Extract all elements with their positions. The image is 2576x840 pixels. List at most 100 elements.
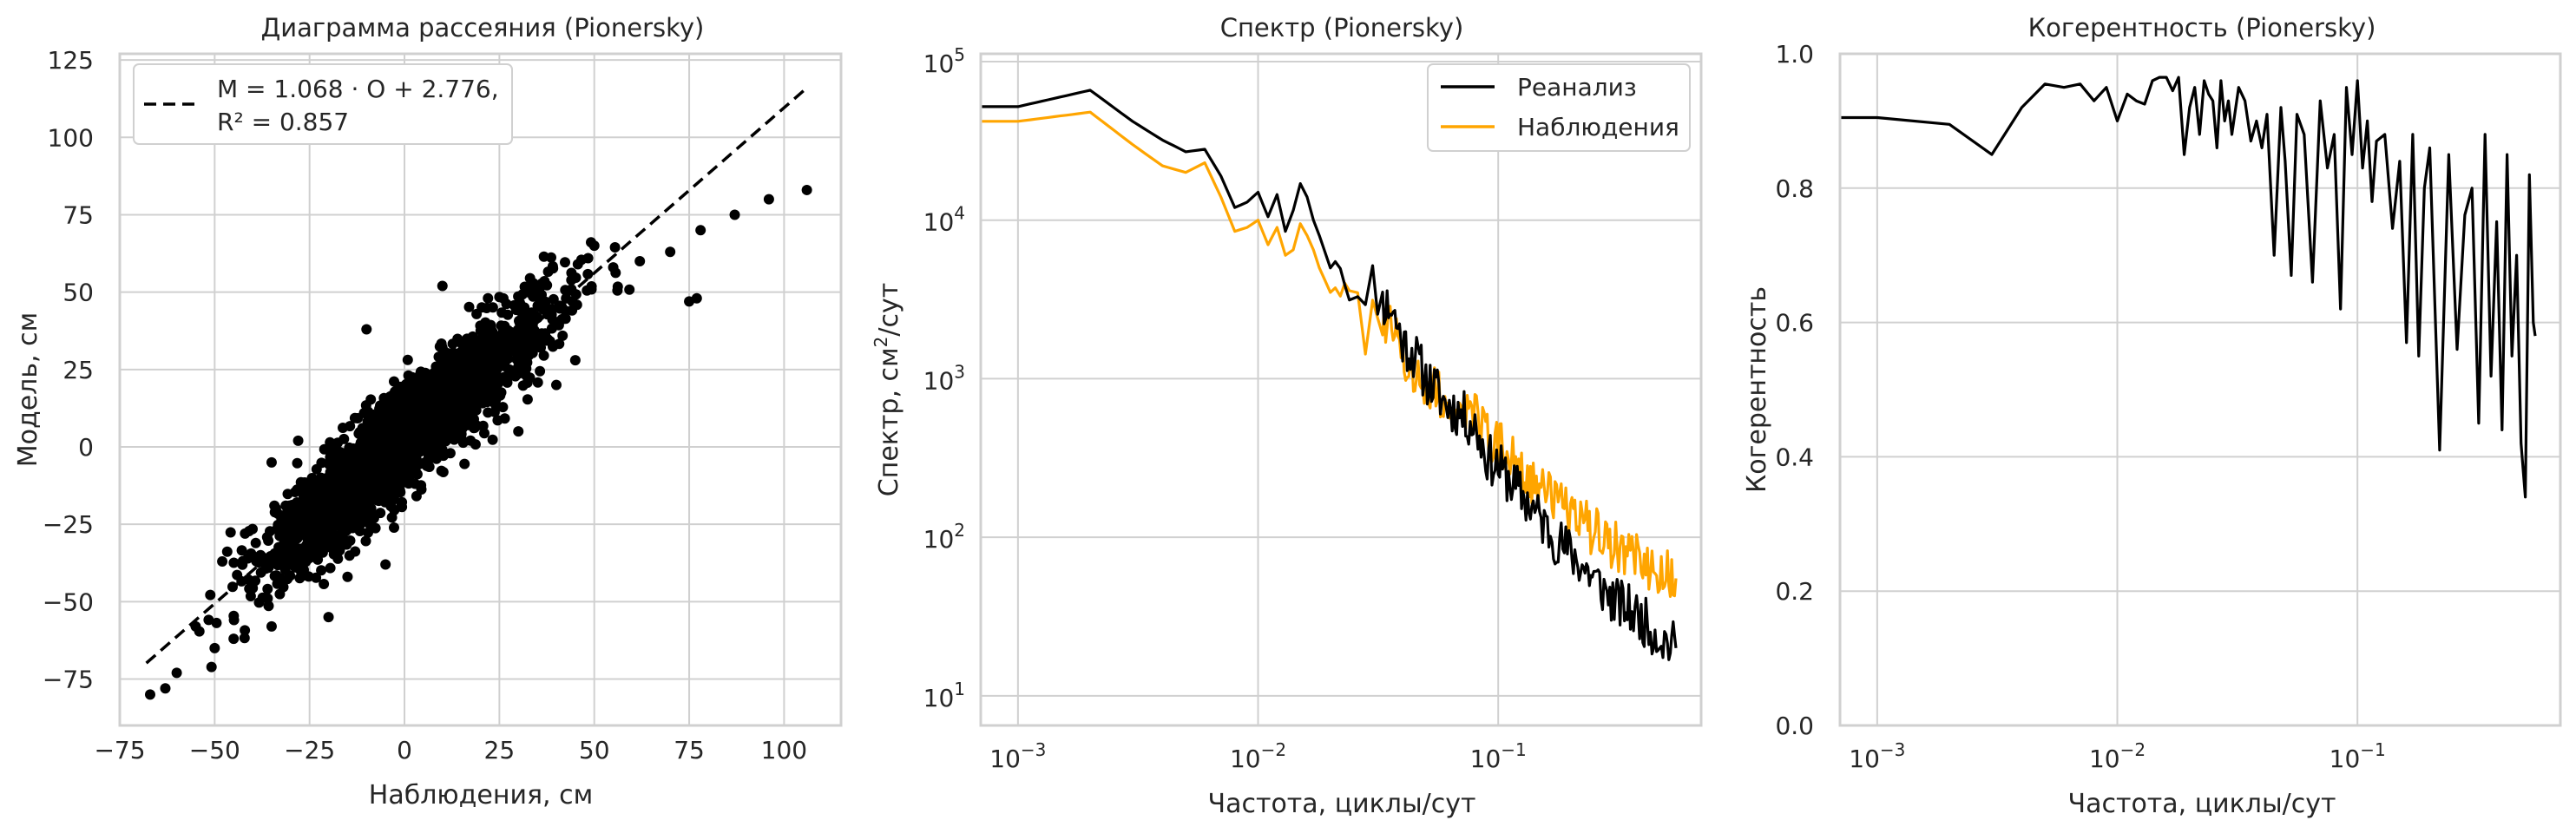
scatter-point xyxy=(272,560,283,571)
scatter-point xyxy=(554,338,565,350)
scatter-point xyxy=(483,328,495,339)
scatter-point xyxy=(496,307,508,318)
scatter-point xyxy=(348,486,359,497)
spectrum-y-tick-label: 101 xyxy=(923,679,965,712)
spectrum-legend-reanalysis: Реанализ xyxy=(1517,73,1637,102)
scatter-point xyxy=(318,528,329,540)
scatter-point xyxy=(276,526,287,537)
scatter-point xyxy=(400,476,411,488)
scatter-point xyxy=(517,380,529,391)
scatter-x-tick-label: −50 xyxy=(189,736,240,765)
spectrum-x-tick-label: 10−1 xyxy=(1470,739,1527,773)
scatter-y-tick-label: −25 xyxy=(43,510,94,539)
scatter-point xyxy=(274,548,285,560)
scatter-point xyxy=(547,260,558,272)
coherence-y-tick-label: 0.6 xyxy=(1775,309,1814,338)
scatter-x-tick-label: 100 xyxy=(761,736,807,765)
scatter-point xyxy=(413,374,424,385)
scatter-point xyxy=(519,281,530,292)
scatter-point xyxy=(345,421,356,432)
spectrum-legend: Реанализ Наблюдения xyxy=(1427,63,1691,152)
scatter-legend-equation: M = 1.068 · O + 2.776, xyxy=(217,75,499,103)
scatter-point xyxy=(455,337,466,348)
scatter-point xyxy=(358,483,370,495)
scatter-point xyxy=(325,562,336,574)
scatter-point xyxy=(239,633,250,644)
coherence-y-tick-label: 0.2 xyxy=(1775,577,1814,606)
scatter-point xyxy=(410,388,421,399)
scatter-point xyxy=(434,374,444,385)
scatter-point xyxy=(426,434,437,445)
scatter-point xyxy=(535,365,546,377)
scatter-point xyxy=(475,344,486,355)
scatter-point xyxy=(462,368,473,379)
spectrum-y-axis-label: Спектр, см2/сут xyxy=(871,283,904,496)
scatter-point xyxy=(247,582,259,594)
scatter-point xyxy=(408,442,419,453)
scatter-point xyxy=(588,240,600,252)
scatter-point xyxy=(372,466,384,477)
scatter-point xyxy=(492,415,503,426)
scatter-point xyxy=(408,461,419,472)
scatter-point xyxy=(463,301,475,312)
scatter-point xyxy=(550,379,562,390)
scatter-legend-r2: R² = 0.857 xyxy=(217,108,349,136)
scatter-y-tick-label: −50 xyxy=(43,587,94,616)
scatter-point xyxy=(358,408,370,418)
scatter-point xyxy=(269,507,280,518)
scatter-point xyxy=(319,579,330,589)
scatter-point xyxy=(205,589,216,600)
scatter-point xyxy=(487,434,498,445)
scatter-point xyxy=(372,446,384,457)
scatter-title: Диаграмма рассеяния (Pionersky) xyxy=(261,13,705,43)
scatter-point xyxy=(485,383,496,394)
scatter-point xyxy=(341,539,352,550)
scatter-point xyxy=(400,424,411,436)
scatter-point xyxy=(228,557,240,568)
scatter-point xyxy=(260,563,272,574)
scatter-point xyxy=(729,209,740,220)
scatter-point xyxy=(217,555,228,567)
scatter-point xyxy=(292,457,303,469)
scatter-point xyxy=(494,292,505,303)
scatter-point xyxy=(386,512,398,523)
scatter-point xyxy=(427,398,438,410)
scatter-point xyxy=(560,257,570,268)
scatter-point xyxy=(763,194,774,205)
coherence-y-axis-label: Когерентность xyxy=(1742,286,1772,493)
scatter-point xyxy=(401,378,411,390)
scatter-point xyxy=(332,546,344,557)
scatter-point xyxy=(317,519,328,530)
scatter-point xyxy=(509,299,520,311)
scatter-point xyxy=(532,377,543,388)
scatter-point xyxy=(336,453,347,464)
scatter-point xyxy=(294,543,306,555)
scatter-point xyxy=(560,285,571,296)
scatter-point xyxy=(442,419,453,430)
scatter-point xyxy=(240,528,251,539)
scatter-point xyxy=(570,289,582,300)
scatter-point xyxy=(380,559,391,570)
scatter-point xyxy=(228,633,240,645)
scatter-point xyxy=(582,268,594,279)
scatter-point xyxy=(419,393,430,404)
scatter-plot-frame xyxy=(118,52,843,727)
spectrum-y-tick-label: 103 xyxy=(923,361,965,395)
scatter-point xyxy=(360,535,371,547)
scatter-point xyxy=(373,423,384,434)
scatter-point xyxy=(624,284,635,295)
spectrum-title: Спектр (Pionersky) xyxy=(1220,13,1464,43)
scatter-point xyxy=(483,292,494,304)
coherence-x-tick-label: 10−2 xyxy=(2089,739,2146,773)
scatter-point xyxy=(289,501,300,512)
scatter-point xyxy=(303,526,314,537)
scatter-point xyxy=(315,486,326,497)
scatter-point xyxy=(250,537,261,548)
scatter-point xyxy=(362,423,373,435)
scatter-point xyxy=(490,345,502,357)
scatter-point xyxy=(406,398,417,410)
spectrum-panel: Спектр (Pionersky) 10−3 10−2 10−1 101 102 103… xyxy=(871,13,1703,819)
scatter-point xyxy=(389,376,399,387)
scatter-point xyxy=(465,435,476,446)
scatter-point xyxy=(513,426,524,437)
